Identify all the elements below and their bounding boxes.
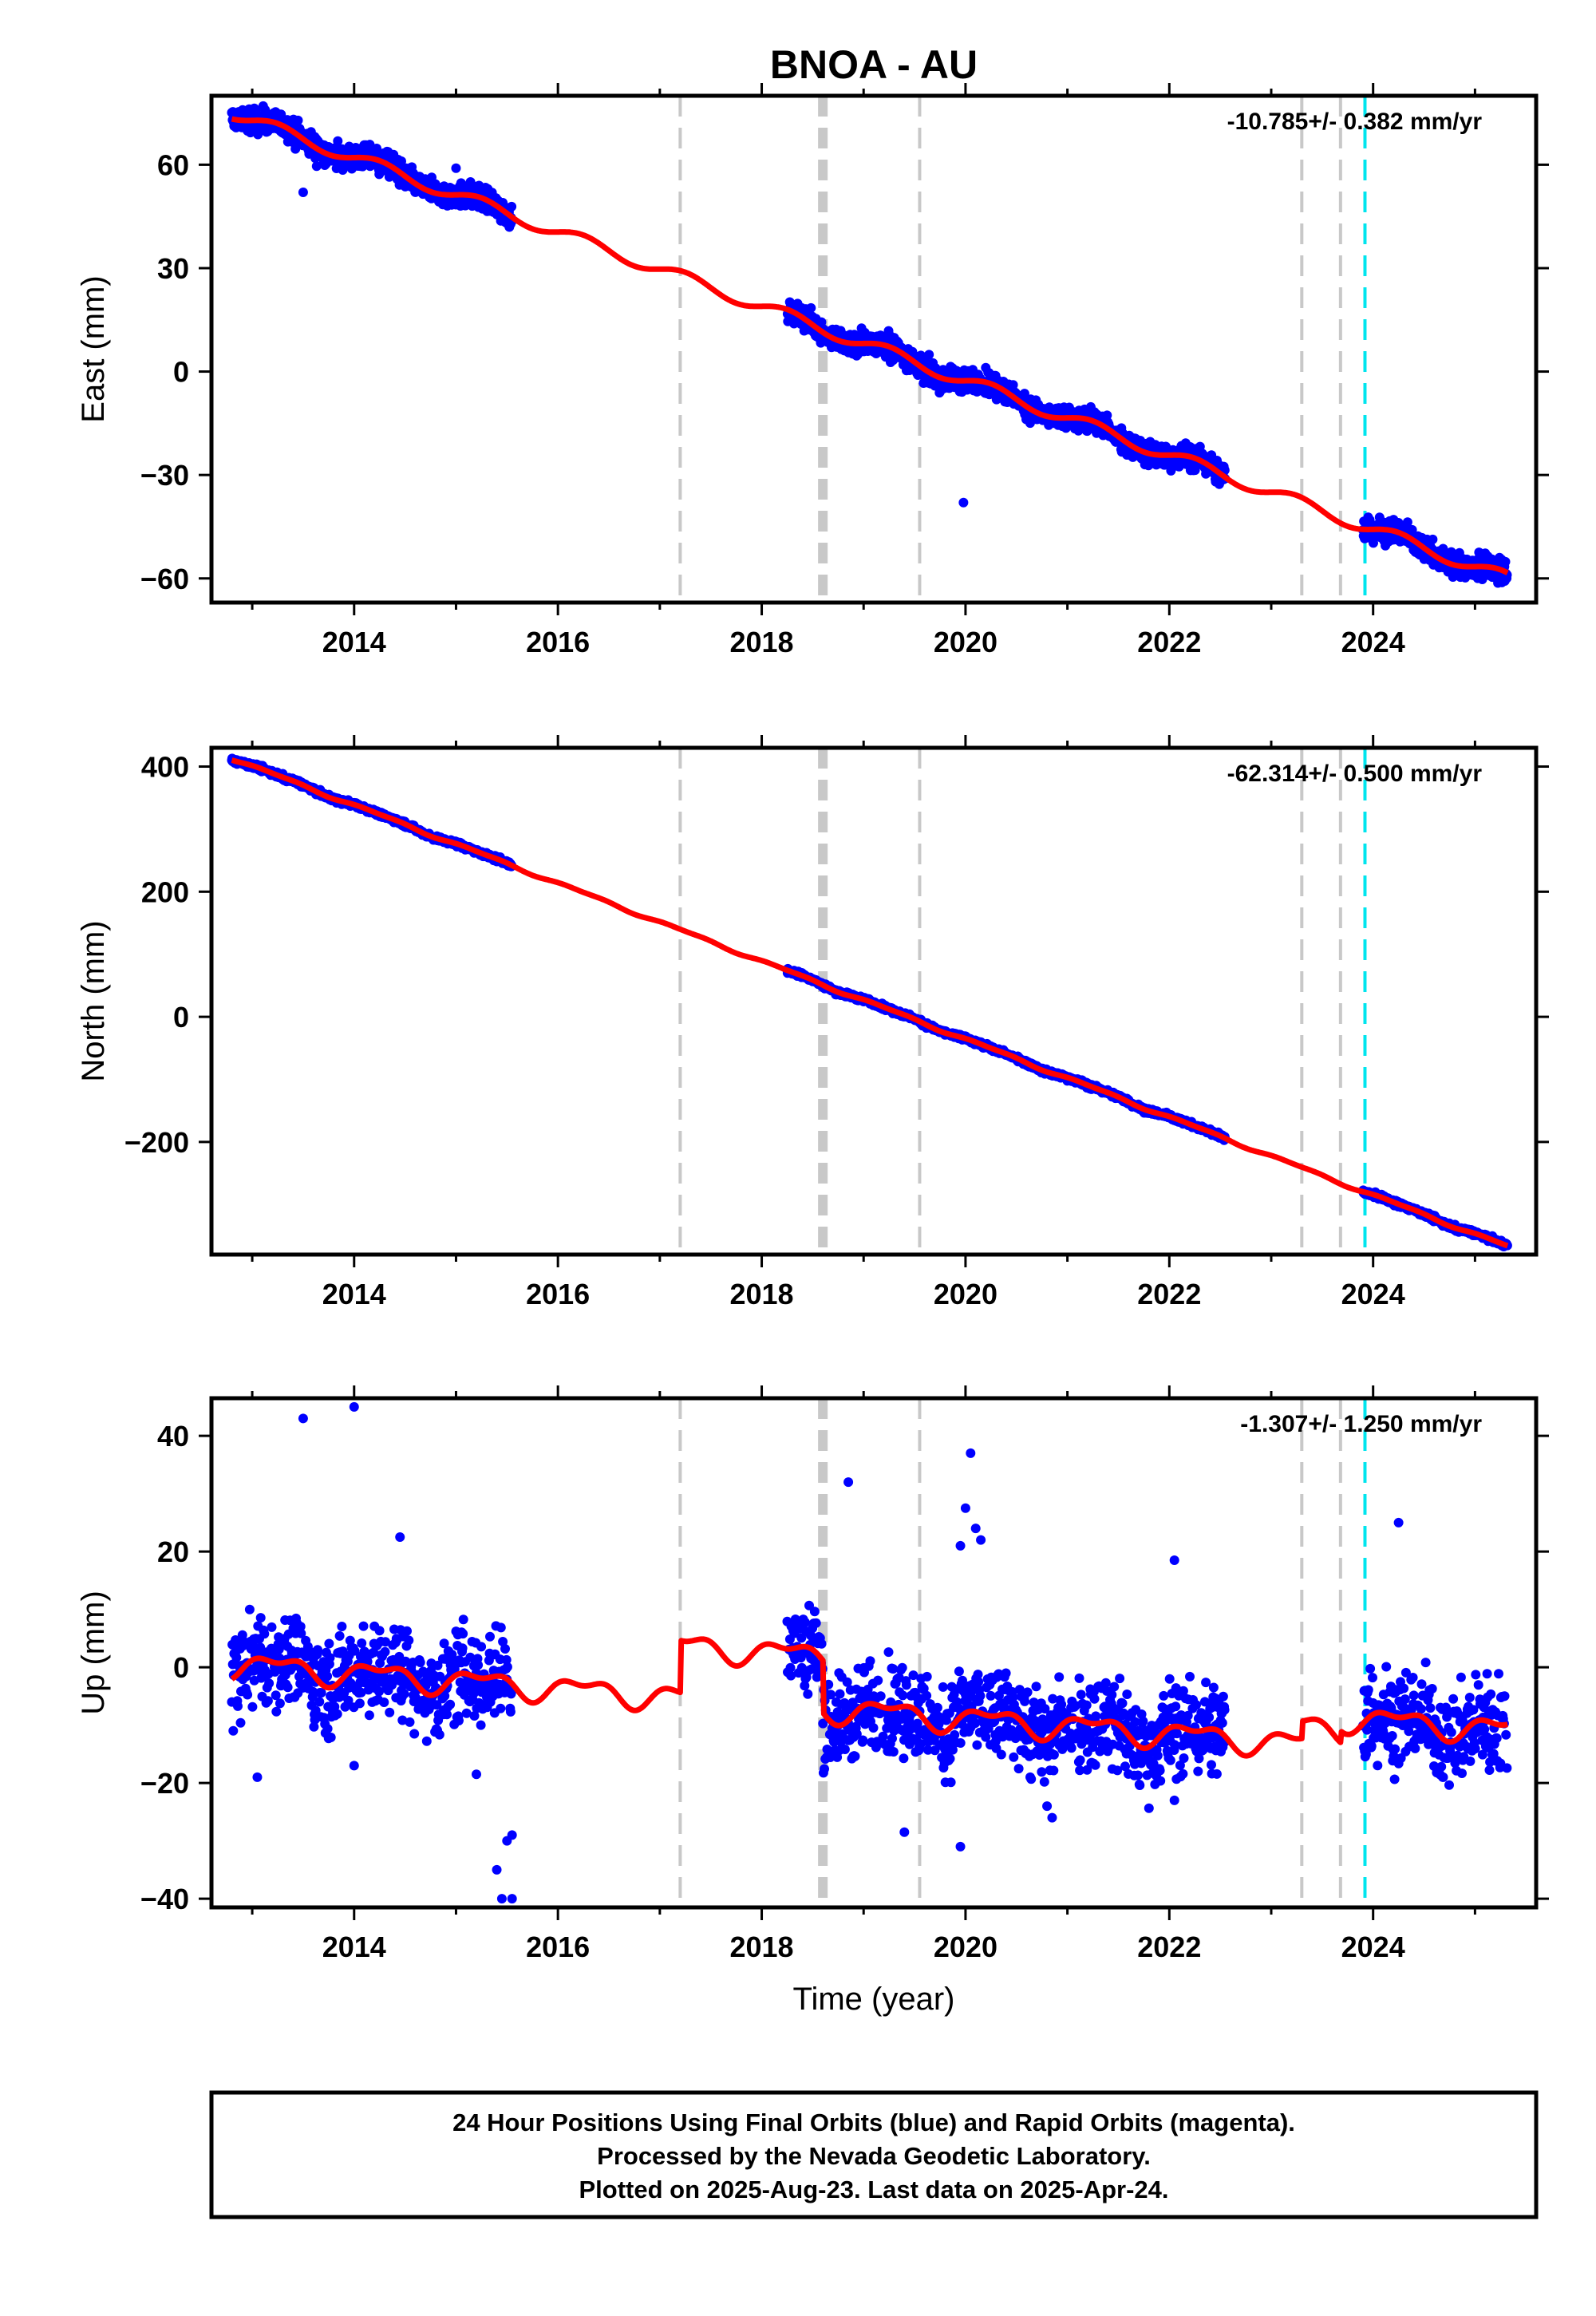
y-tick-label: 30 (157, 252, 189, 285)
data-point (322, 1671, 333, 1682)
chart-title: BNOA - AU (770, 42, 978, 87)
data-point (332, 1709, 342, 1719)
data-point (255, 1613, 266, 1623)
outlier-point (298, 187, 308, 197)
data-point (924, 350, 934, 360)
x-tick-label: 2024 (1341, 626, 1405, 658)
data-point (228, 1725, 239, 1736)
x-tick-label: 2022 (1137, 1278, 1201, 1310)
x-tick-label: 2022 (1137, 626, 1201, 658)
x-tick-label: 2020 (934, 1278, 998, 1310)
outlier-point (451, 163, 461, 173)
data-point (282, 1682, 293, 1693)
panels: 2014 2016 2018 2020 2022 2024 60 30 0 −30 −60 East … (76, 83, 1549, 1963)
velocity-annotation: -10.785+/- 0.382 mm/yr (1227, 109, 1483, 135)
x-tick-label: 2018 (729, 1278, 793, 1310)
data-point (354, 1698, 365, 1709)
data-point (259, 1629, 270, 1639)
data-point (293, 115, 303, 125)
data-point (231, 1652, 242, 1662)
velocity-annotation: -62.314+/- 0.500 mm/yr (1227, 761, 1483, 787)
plot-area (211, 1398, 1536, 1907)
y-axis-label: North (mm) (76, 920, 111, 1081)
data-point (1500, 556, 1511, 567)
data-point (271, 1706, 282, 1717)
y-tick-label: 60 (157, 148, 189, 181)
y-axis-label: East (mm) (76, 275, 111, 422)
data-point (314, 1697, 325, 1707)
data-point (275, 1698, 285, 1709)
x-tick-label: 2020 (934, 626, 998, 658)
data-point (333, 136, 343, 146)
x-tick-label: 2014 (322, 626, 386, 658)
data-point (326, 1733, 336, 1742)
data-point (1428, 534, 1438, 544)
data-point (324, 1638, 334, 1649)
data-point (276, 109, 286, 120)
x-tick-label: 2016 (526, 626, 590, 658)
data-point (264, 1678, 275, 1689)
y-tick-label: −30 (140, 459, 189, 492)
x-tick-label: 2018 (729, 626, 793, 658)
data-point (334, 1630, 345, 1641)
data-point (247, 1701, 258, 1712)
x-tick-label: 2014 (322, 1278, 386, 1310)
panel-north: 2014 2016 2018 2020 2022 2024 400 200 0 −200 North… (76, 735, 1549, 1310)
data-point (322, 1724, 333, 1734)
data-point (372, 144, 381, 153)
y-tick-label: 200 (141, 875, 189, 908)
data-point (233, 1701, 243, 1711)
data-point (337, 1622, 347, 1631)
x-tick-label: 2016 (526, 1278, 590, 1310)
outlier-point (958, 497, 969, 508)
y-tick-label: 0 (173, 356, 189, 389)
data-point (313, 1645, 322, 1655)
y-tick-label: 400 (141, 751, 189, 784)
data-point (235, 1717, 246, 1728)
data-point (806, 302, 816, 313)
data-point (263, 1696, 273, 1706)
data-point (267, 1622, 277, 1632)
y-tick-label: 0 (173, 1001, 189, 1034)
data-point (260, 105, 271, 115)
data-point (243, 1690, 253, 1700)
panel-east: 2014 2016 2018 2020 2022 2024 60 30 0 −30 −60 East … (76, 83, 1549, 658)
y-tick-label: −60 (140, 563, 189, 595)
x-tick-label: 2024 (1341, 1278, 1405, 1310)
data-point (244, 1604, 255, 1614)
data-point (507, 201, 517, 211)
y-tick-label: −200 (124, 1126, 189, 1159)
